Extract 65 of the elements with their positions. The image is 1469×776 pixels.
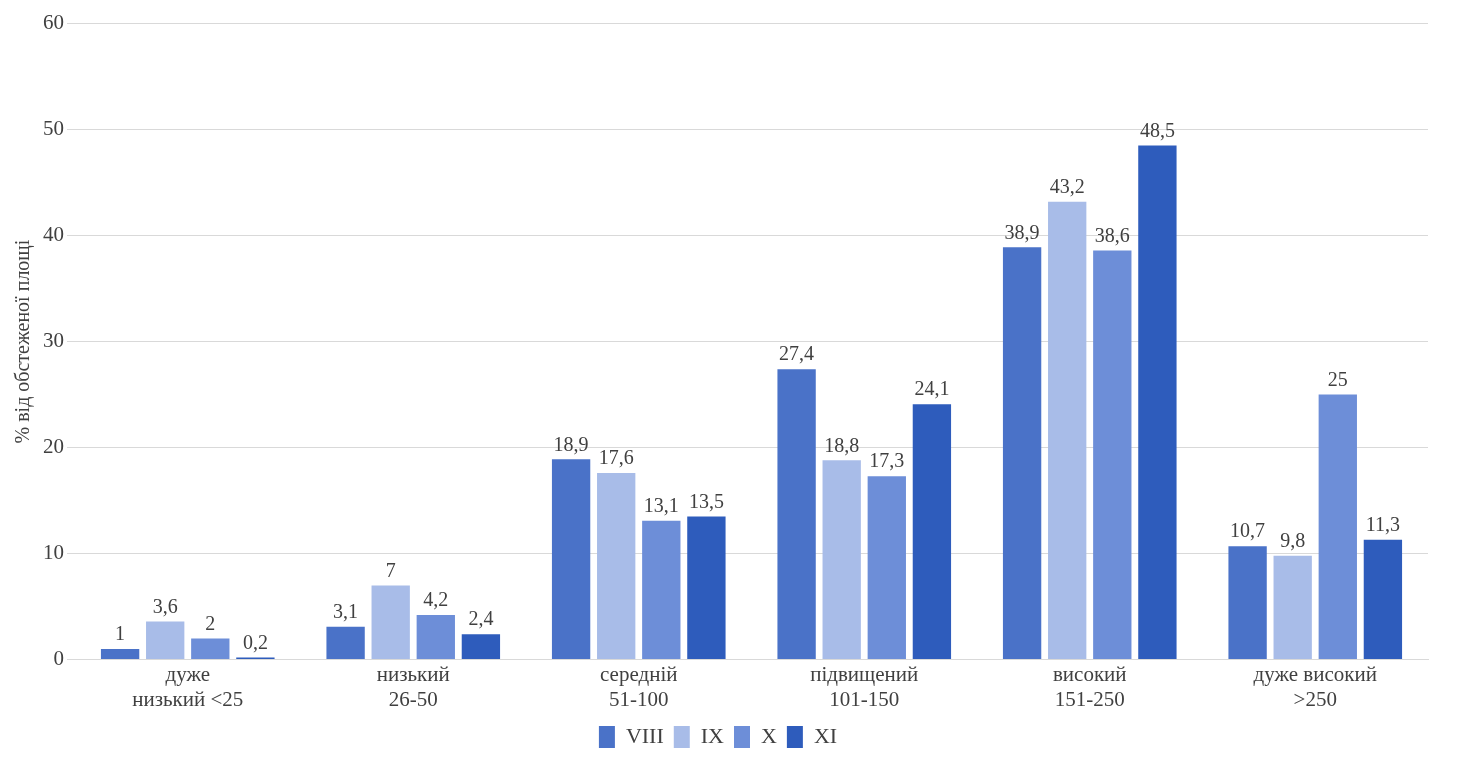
- y-axis-title: % від обстеженої площі: [11, 239, 35, 444]
- y-tick-label: 0: [53, 646, 64, 671]
- bar: [1363, 539, 1403, 660]
- data-label: 13,1: [643, 493, 679, 516]
- data-label: 18,9: [553, 432, 589, 455]
- y-tick-label: 30: [43, 328, 64, 353]
- bar: [822, 460, 861, 660]
- data-label: 7: [385, 558, 396, 581]
- y-tick-label: 10: [43, 540, 64, 565]
- x-tick-label: дуже низький <25: [132, 661, 244, 711]
- data-label: 17,6: [598, 446, 634, 469]
- data-label: 25: [1327, 367, 1348, 390]
- data-label: 13,5: [688, 489, 724, 512]
- bar: [777, 369, 816, 660]
- x-tick-label: низький 26-50: [376, 661, 450, 711]
- data-label: 11,3: [1365, 513, 1401, 536]
- data-label: 10,7: [1230, 519, 1266, 542]
- data-label: 3,1: [333, 599, 359, 622]
- legend-label: IX: [700, 722, 725, 748]
- data-label: 3,6: [152, 594, 178, 617]
- bar: [100, 649, 140, 660]
- bar: [867, 476, 906, 660]
- data-label: 2,4: [468, 607, 494, 630]
- x-tick-label: підвищений 101-150: [810, 661, 919, 711]
- bar: [371, 585, 410, 660]
- bar: [146, 621, 185, 660]
- bar: [551, 459, 591, 660]
- bar: [642, 520, 681, 660]
- y-tick-label: 60: [43, 10, 64, 35]
- data-label: 43,2: [1049, 174, 1085, 197]
- legend-label: VIII: [625, 722, 664, 748]
- data-label: 0,2: [242, 630, 268, 653]
- y-tick-label: 20: [43, 434, 64, 459]
- data-label: 38,6: [1094, 223, 1130, 246]
- x-tick-label: дуже високий >250: [1253, 661, 1377, 711]
- x-tick-label: високий 151-250: [1052, 661, 1127, 711]
- data-label: 17,3: [869, 449, 905, 472]
- data-label: 48,5: [1139, 118, 1175, 141]
- data-label: 27,4: [779, 342, 815, 365]
- bar: [912, 404, 952, 660]
- bar: [1318, 394, 1357, 660]
- bar: [1048, 201, 1087, 660]
- data-label: 4,2: [423, 588, 449, 611]
- bar: [1138, 145, 1177, 660]
- data-label: 9,8: [1280, 528, 1306, 551]
- legend-label: X: [760, 722, 777, 748]
- bar: [1002, 247, 1042, 660]
- data-label: 18,8: [824, 433, 860, 456]
- bar: [597, 473, 636, 660]
- y-tick-label: 50: [43, 116, 64, 141]
- data-label: 38,9: [1004, 220, 1040, 243]
- y-tick-label: 40: [43, 222, 64, 247]
- data-label: 1: [115, 622, 126, 645]
- bar: [687, 516, 726, 660]
- data-label: 24,1: [914, 377, 950, 400]
- bar: [326, 626, 365, 660]
- bar: [191, 638, 230, 660]
- bar: [1228, 546, 1267, 660]
- bar: [1273, 555, 1312, 660]
- x-tick-label: середній 51-100: [600, 661, 678, 711]
- legend-label: XI: [813, 722, 838, 748]
- bar: [416, 615, 455, 660]
- data-label: 2: [205, 611, 216, 634]
- bar: [1093, 250, 1132, 660]
- bar: [461, 634, 501, 660]
